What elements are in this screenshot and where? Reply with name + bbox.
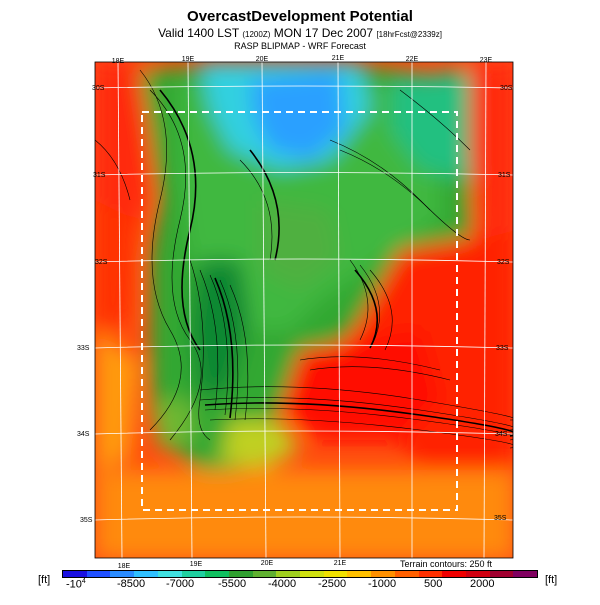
lon-label: 18E <box>118 563 131 570</box>
lat-label: 35S <box>80 517 93 524</box>
colorbar-unit-right: [ft] <box>545 574 558 586</box>
colorbar-label-min: -104 <box>66 578 86 591</box>
colorbar-swatch <box>86 571 111 577</box>
lon-label: 18E <box>112 58 125 65</box>
colorbar-label: -1000 <box>368 578 397 590</box>
lat-label: 30S <box>92 85 105 92</box>
colorbar-swatch <box>489 571 514 577</box>
lon-label: 20E <box>256 56 269 63</box>
lon-label: 20E <box>261 560 274 567</box>
lat-label: 32S <box>497 259 510 266</box>
colorbar-swatch <box>442 571 466 577</box>
lat-label: 31S <box>93 172 106 179</box>
lat-label: 35S <box>494 515 507 522</box>
map-border <box>94 61 514 559</box>
colorbar-swatch <box>252 571 277 577</box>
lat-labels-right: 30S 31S 32S 33S 34S 35S <box>494 85 513 522</box>
valid-utc: (1200Z) <box>242 30 271 39</box>
colorbar-label: -2500 <box>318 578 347 590</box>
colorbar-label: -8500 <box>117 578 146 590</box>
lon-label: 21E <box>334 560 347 567</box>
colorbar-label: -7000 <box>166 578 195 590</box>
colorbar-swatch <box>276 571 301 577</box>
colorbar-swatch <box>371 571 395 577</box>
colorbar-swatch <box>513 571 538 577</box>
colorbar-label: -4000 <box>268 578 297 590</box>
lon-label: 23E <box>480 57 493 64</box>
colorbar-swatch <box>157 571 182 577</box>
lon-label: 19E <box>190 561 203 568</box>
colorbar-swatch <box>228 571 253 577</box>
inner-domain-box <box>141 111 458 511</box>
colorbar-unit-left: [ft] <box>38 574 51 586</box>
lon-label: 22E <box>406 56 419 63</box>
lon-labels-bottom: 18E 19E 20E 21E <box>118 560 347 570</box>
lat-label: 31S <box>498 172 511 179</box>
terrain-contour-note: Terrain contours: 250 ft <box>400 559 493 569</box>
colorbar-label: 500 <box>424 578 443 590</box>
lat-label: 32S <box>95 259 108 266</box>
field-shading <box>95 62 513 558</box>
valid-time-line: Valid 1400 LST (1200Z) MON 17 Dec 2007 [… <box>0 26 600 40</box>
lat-label: 34S <box>77 431 90 438</box>
colorbar <box>62 570 538 578</box>
lat-label: 30S <box>500 85 513 92</box>
colorbar-swatch <box>347 571 372 577</box>
lat-label: 33S <box>77 345 90 352</box>
lat-label: 34S <box>495 431 508 438</box>
colorbar-swatch <box>110 571 135 577</box>
colorbar-swatch <box>300 571 324 577</box>
colorbar-swatch <box>465 571 490 577</box>
map-subtitle: RASP BLIPMAP - WRF Forecast <box>234 41 366 51</box>
valid-prefix: Valid 1400 LST <box>158 26 240 40</box>
colorbar-label: -5500 <box>218 578 247 590</box>
colorbar-swatch <box>323 571 348 577</box>
colorbar-swatch <box>134 571 158 577</box>
valid-date: MON 17 Dec 2007 <box>273 26 374 40</box>
colorbar-swatch <box>63 571 87 577</box>
lon-label: 19E <box>182 56 195 63</box>
latlon-grid <box>95 62 513 558</box>
colorbar-swatch <box>418 571 443 577</box>
colorbar-swatch <box>394 571 419 577</box>
lat-labels-left: 30S 31S 32S 33S 34S 35S <box>77 85 108 524</box>
colorbar-label: 2000 <box>470 578 495 590</box>
lat-label: 33S <box>496 345 509 352</box>
colorbar-swatch <box>205 571 229 577</box>
lon-label: 21E <box>332 55 345 62</box>
lon-labels-top: 18E 19E 20E 21E 22E 23E <box>112 55 493 65</box>
colorbar-swatch <box>181 571 206 577</box>
map-title: OvercastDevelopment Potential <box>187 8 413 25</box>
forecast-info: [18hrFcst@2339z] <box>376 30 442 39</box>
